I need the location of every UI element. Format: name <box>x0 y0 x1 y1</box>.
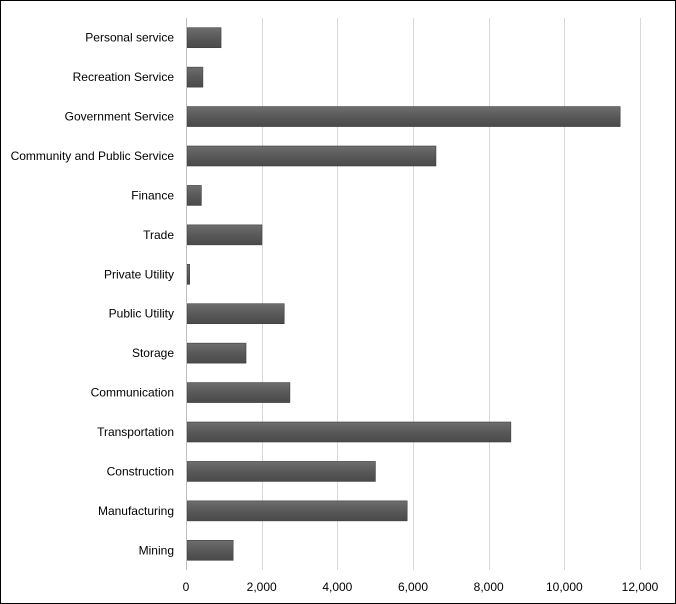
bar <box>186 421 512 443</box>
category-label: Government Service <box>65 110 175 124</box>
category-label: Personal service <box>85 31 174 45</box>
category-label: Manufacturing <box>98 504 174 518</box>
category-label: Community and Public Service <box>11 149 175 163</box>
x-tick-label: 12,000 <box>622 580 659 594</box>
bar <box>186 342 247 364</box>
value-axis-ticks: 0 2,000 4,000 6,000 8,000 10,000 12,000 <box>183 580 659 594</box>
category-label: Mining <box>139 543 174 557</box>
category-label: Transportation <box>97 425 174 439</box>
category-labels: Personal service Recreation Service Govern… <box>11 31 175 558</box>
bar <box>186 382 291 403</box>
bars <box>186 27 621 561</box>
category-label: Recreation Service <box>73 70 175 84</box>
category-label: Communication <box>91 386 174 400</box>
x-tick-label: 2,000 <box>247 580 277 594</box>
category-label: Storage <box>132 346 174 360</box>
bar <box>186 185 202 206</box>
bar <box>186 263 190 285</box>
category-label: Finance <box>131 188 174 202</box>
x-tick-label: 0 <box>183 580 190 594</box>
category-label: Private Utility <box>104 267 174 281</box>
x-tick-label: 10,000 <box>546 580 583 594</box>
x-tick-label: 6,000 <box>398 580 428 594</box>
bar <box>186 66 204 88</box>
category-label: Public Utility <box>109 307 174 321</box>
category-label: Trade <box>143 228 174 242</box>
x-tick-label: 4,000 <box>322 580 352 594</box>
category-label: Construction <box>107 464 174 478</box>
bar <box>186 106 621 127</box>
bar <box>186 461 376 482</box>
bar <box>186 145 437 167</box>
gridlines <box>262 18 641 570</box>
bar <box>186 224 263 246</box>
bar <box>186 303 285 325</box>
bar <box>186 500 408 522</box>
bar <box>186 27 222 49</box>
bar <box>186 539 234 561</box>
x-tick-label: 8,000 <box>474 580 504 594</box>
